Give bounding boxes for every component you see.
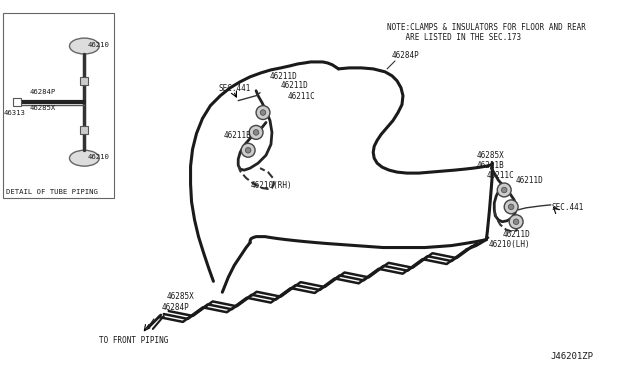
Circle shape [497, 183, 511, 197]
Circle shape [508, 204, 514, 210]
Text: 46211C: 46211C [486, 171, 514, 180]
Bar [81, 126, 88, 134]
Text: TO FRONT PIPING: TO FRONT PIPING [99, 336, 168, 345]
Circle shape [501, 187, 507, 193]
Text: 46211B: 46211B [223, 131, 251, 140]
Ellipse shape [70, 150, 99, 166]
Text: 46211D: 46211D [502, 230, 530, 239]
Text: DETAIL OF TUBE PIPING: DETAIL OF TUBE PIPING [6, 189, 98, 195]
Text: SEC.441: SEC.441 [552, 203, 584, 212]
Text: 46211B: 46211B [476, 161, 504, 170]
Bar [81, 77, 88, 85]
Text: ARE LISTED IN THE SEC.173: ARE LISTED IN THE SEC.173 [387, 33, 521, 42]
Bar [3, 13, 114, 198]
Text: 46313: 46313 [4, 109, 26, 116]
Circle shape [513, 219, 519, 225]
Text: J46201ZP: J46201ZP [550, 352, 593, 361]
Text: 46285X: 46285X [476, 151, 504, 160]
Text: 46284P: 46284P [30, 89, 56, 95]
Ellipse shape [70, 38, 99, 54]
Circle shape [249, 125, 263, 140]
Text: 46284P: 46284P [392, 51, 420, 61]
Circle shape [256, 106, 270, 119]
Text: 46210(RH): 46210(RH) [251, 180, 292, 189]
Circle shape [241, 143, 255, 157]
Text: NOTE:CLAMPS & INSULATORS FOR FLOOR AND REAR: NOTE:CLAMPS & INSULATORS FOR FLOOR AND R… [387, 23, 586, 32]
Circle shape [509, 215, 523, 229]
Text: 46284P: 46284P [162, 302, 189, 312]
Circle shape [260, 110, 266, 115]
Text: SEC.441: SEC.441 [218, 84, 251, 93]
Circle shape [245, 147, 251, 153]
Text: 46211C: 46211C [288, 92, 316, 101]
Circle shape [504, 200, 518, 214]
Text: 46211D: 46211D [270, 72, 298, 81]
Text: 46211D: 46211D [281, 81, 308, 90]
Text: 46210: 46210 [87, 154, 109, 160]
Text: 46285X: 46285X [30, 105, 56, 110]
Text: 46211D: 46211D [516, 176, 544, 185]
Text: 46285X: 46285X [167, 292, 195, 301]
Text: 46210(LH): 46210(LH) [488, 240, 530, 249]
Circle shape [253, 129, 259, 135]
Text: 46210: 46210 [87, 42, 109, 48]
Bar [13, 98, 21, 106]
